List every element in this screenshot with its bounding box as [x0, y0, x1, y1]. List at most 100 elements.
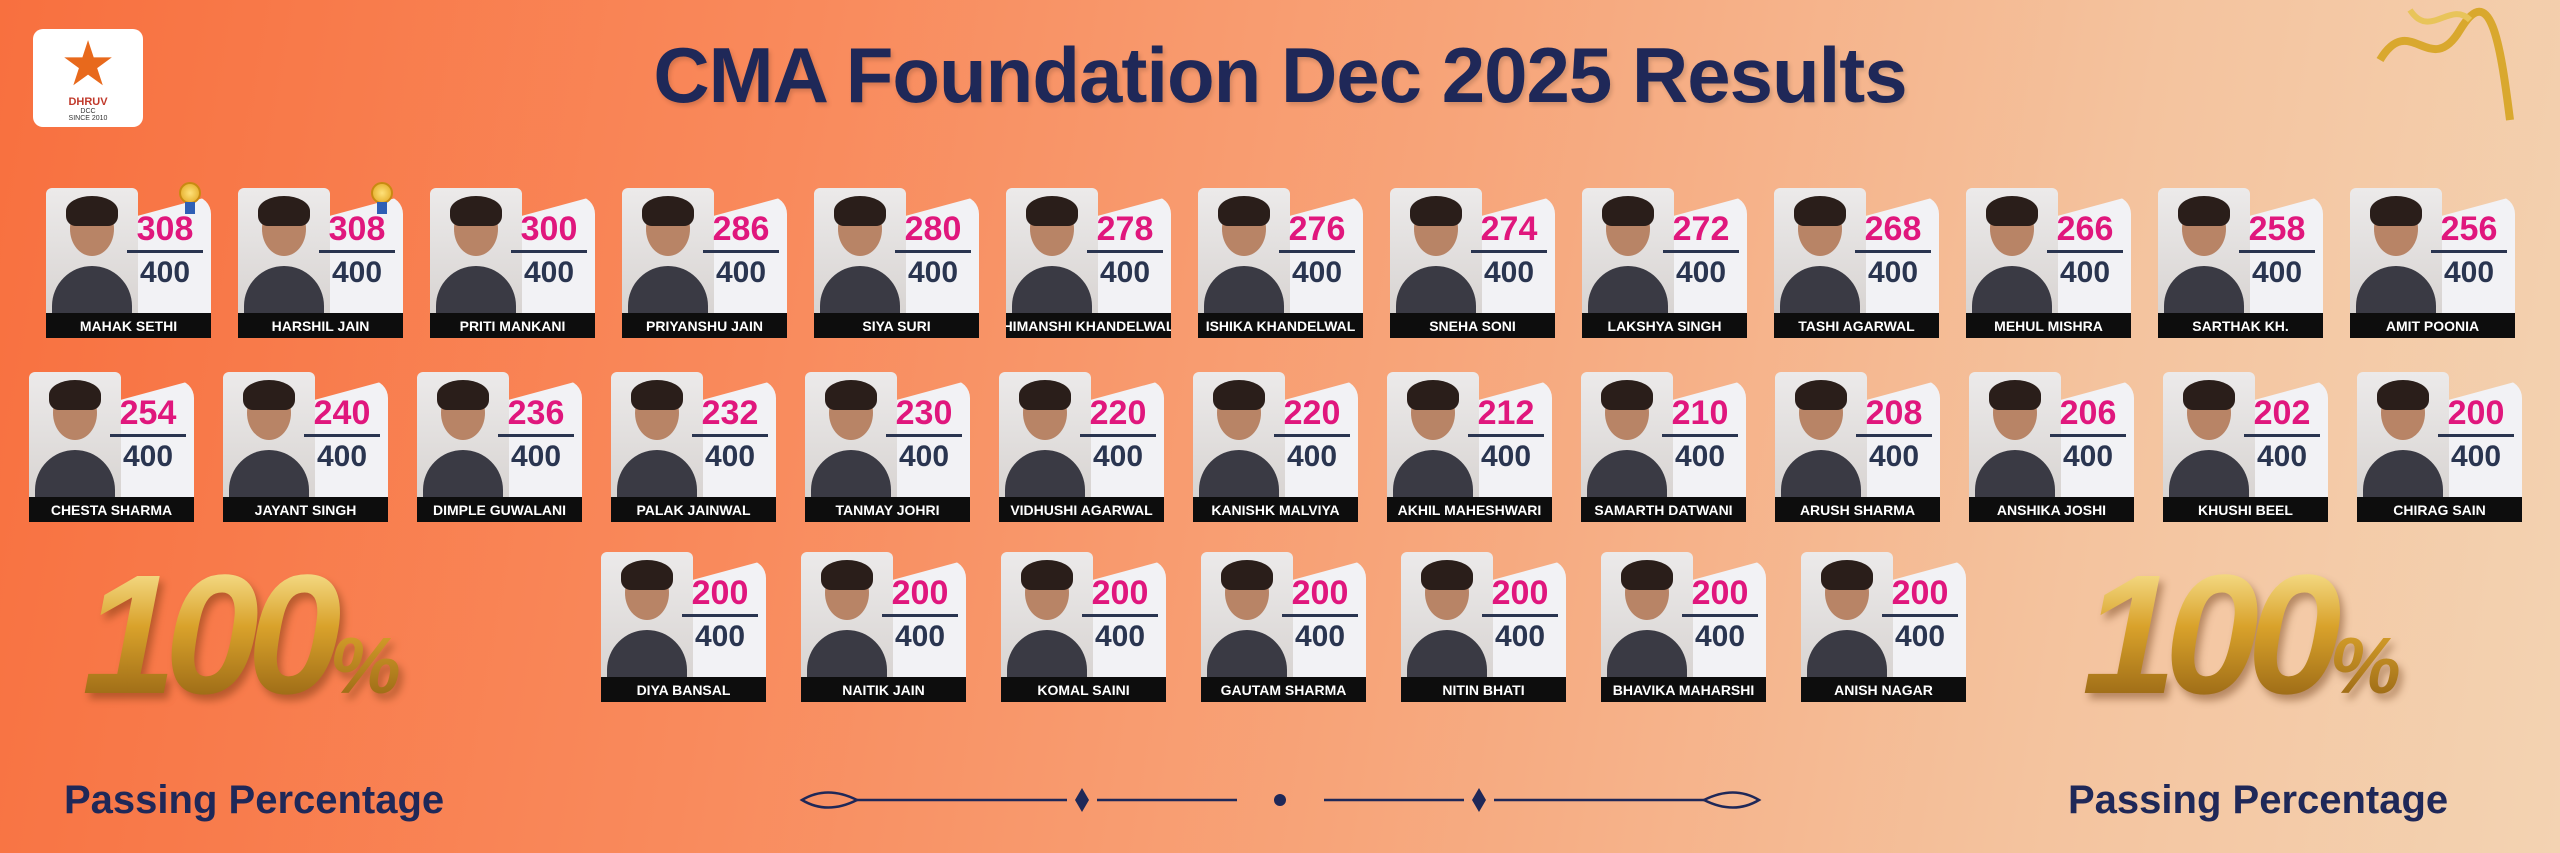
student-photo	[2163, 372, 2255, 497]
student-name: SAMARTH DATWANI	[1581, 497, 1746, 522]
fraction-line	[1662, 434, 1738, 437]
student-name: PRIYANSHU JAIN	[622, 313, 787, 338]
student-name: KOMAL SAINI	[1001, 677, 1166, 702]
student-score: 220	[1089, 394, 1147, 432]
student-photo	[2357, 372, 2449, 497]
student-score: 200	[1491, 574, 1549, 612]
student-score: 266	[2056, 210, 2114, 248]
student-photo	[430, 188, 522, 313]
student-score: 236	[507, 394, 565, 432]
student-photo	[1774, 188, 1866, 313]
student-score: 276	[1288, 210, 1346, 248]
student-card: 276 400 ISHIKA KHANDELWAL	[1198, 188, 1363, 338]
total-marks: 400	[1674, 440, 1726, 473]
total-marks: 400	[316, 440, 368, 473]
fraction-line	[2050, 434, 2126, 437]
total-marks: 400	[1294, 620, 1346, 653]
student-name: HIMANSHI KHANDELWAL	[1006, 313, 1171, 338]
student-name: ARUSH SHARMA	[1775, 497, 1940, 522]
student-photo	[223, 372, 315, 497]
badge-number: 100	[82, 540, 330, 730]
student-card: 208 400 ARUSH SHARMA	[1775, 372, 1940, 522]
student-photo	[29, 372, 121, 497]
student-photo	[1390, 188, 1482, 313]
total-marks: 400	[898, 440, 950, 473]
results-row-3: 200 400 DIYA BANSAL 200 400 NAITIK JAIN …	[601, 552, 1966, 702]
student-score: 208	[1865, 394, 1923, 432]
total-marks: 400	[1894, 620, 1946, 653]
student-card: 308 400 HARSHIL JAIN	[238, 182, 403, 338]
student-name: CHIRAG SAIN	[2357, 497, 2522, 522]
student-score: 200	[691, 574, 749, 612]
student-photo	[1582, 188, 1674, 313]
fraction-line	[1082, 614, 1158, 617]
student-name: MAHAK SETHI	[46, 313, 211, 338]
total-marks: 400	[715, 256, 767, 289]
student-score: 232	[701, 394, 759, 432]
student-photo	[999, 372, 1091, 497]
student-card: 254 400 CHESTA SHARMA	[29, 372, 194, 522]
fraction-line	[1663, 250, 1739, 253]
total-marks: 400	[122, 440, 174, 473]
page-title: CMA Foundation Dec 2025 Results	[653, 31, 1907, 119]
student-card: 212 400 AKHIL MAHESHWARI	[1387, 372, 1552, 522]
student-card: 200 400 NITIN BHATI	[1401, 552, 1566, 702]
student-name: ANISH NAGAR	[1801, 677, 1966, 702]
student-card: 200 400 ANISH NAGAR	[1801, 552, 1966, 702]
total-marks: 400	[1094, 620, 1146, 653]
student-card: 272 400 LAKSHYA SINGH	[1582, 188, 1747, 338]
student-name: KHUSHI BEEL	[2163, 497, 2328, 522]
student-card: 256 400 AMIT POONIA	[2350, 188, 2515, 338]
student-score: 308	[136, 210, 194, 248]
student-photo	[1581, 372, 1673, 497]
student-name: AKHIL MAHESHWARI	[1387, 497, 1552, 522]
fraction-line	[1482, 614, 1558, 617]
total-marks: 400	[704, 440, 756, 473]
student-photo	[814, 188, 906, 313]
student-score: 200	[1091, 574, 1149, 612]
student-photo	[805, 372, 897, 497]
student-score: 254	[119, 394, 177, 432]
student-photo	[1006, 188, 1098, 313]
student-score: 280	[904, 210, 962, 248]
student-score: 202	[2253, 394, 2311, 432]
fraction-line	[1468, 434, 1544, 437]
total-marks: 400	[907, 256, 959, 289]
dhruv-logo: ★ DHRUV DCC SINCE 2010	[33, 29, 143, 127]
student-card: 220 400 VIDHUSHI AGARWAL	[999, 372, 1164, 522]
student-name: ISHIKA KHANDELWAL	[1198, 313, 1363, 338]
student-score: 240	[313, 394, 371, 432]
fraction-line	[692, 434, 768, 437]
student-card: 200 400 CHIRAG SAIN	[2357, 372, 2522, 522]
student-score: 200	[891, 574, 949, 612]
total-marks: 400	[2256, 440, 2308, 473]
logo-text: DHRUV	[68, 96, 108, 108]
fraction-line	[1087, 250, 1163, 253]
student-card: 200 400 NAITIK JAIN	[801, 552, 966, 702]
student-name: NITIN BHATI	[1401, 677, 1566, 702]
student-card: 200 400 DIYA BANSAL	[601, 552, 766, 702]
student-card: 230 400 TANMAY JOHRI	[805, 372, 970, 522]
student-card: 240 400 JAYANT SINGH	[223, 372, 388, 522]
total-marks: 400	[510, 440, 562, 473]
total-marks: 400	[1694, 620, 1746, 653]
student-name: TASHI AGARWAL	[1774, 313, 1939, 338]
fraction-line	[2438, 434, 2514, 437]
student-score: 200	[2447, 394, 2505, 432]
student-card: 232 400 PALAK JAINWAL	[611, 372, 776, 522]
student-name: KANISHK MALVIYA	[1193, 497, 1358, 522]
student-photo	[238, 188, 330, 313]
student-score: 258	[2248, 210, 2306, 248]
fraction-line	[304, 434, 380, 437]
student-name: AMIT POONIA	[2350, 313, 2515, 338]
total-marks: 400	[1286, 440, 1338, 473]
student-score: 230	[895, 394, 953, 432]
fraction-line	[1856, 434, 1932, 437]
student-photo	[1601, 552, 1693, 677]
student-name: DIMPLE GUWALANI	[417, 497, 582, 522]
fraction-line	[2244, 434, 2320, 437]
student-name: HARSHIL JAIN	[238, 313, 403, 338]
student-name: NAITIK JAIN	[801, 677, 966, 702]
student-photo	[1198, 188, 1290, 313]
total-marks: 400	[1099, 256, 1151, 289]
